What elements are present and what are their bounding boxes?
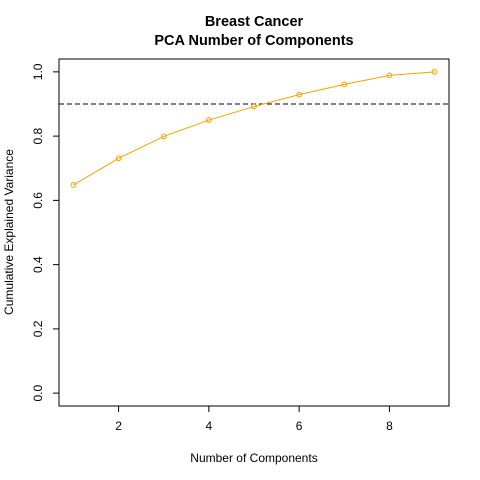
data-point (205, 117, 212, 123)
plot-frame (58, 58, 450, 407)
data-point (70, 182, 77, 188)
series-points (70, 68, 438, 188)
x-tick-label: 2 (115, 419, 122, 433)
y-tick-label: 0.6 (31, 192, 45, 209)
y-tick-label: 0.2 (31, 320, 45, 337)
y-tick-label: 0.4 (31, 256, 45, 273)
chart-title-line2: PCA Number of Components (154, 33, 353, 49)
x-axis: 2 4 6 8 (115, 406, 393, 433)
y-axis: 0.0 0.2 0.4 0.6 0.8 1.0 (31, 63, 59, 401)
series-line (73, 71, 435, 186)
data-point (251, 103, 257, 110)
data-point (160, 133, 167, 140)
x-tick-label: 8 (386, 419, 393, 433)
data-point (386, 72, 393, 79)
x-tick-label: 6 (296, 419, 303, 433)
x-tick-label: 4 (206, 419, 213, 433)
data-point (431, 68, 438, 75)
chart-title-line1: Breast Cancer (205, 14, 304, 30)
y-axis-label: Cumulative Explained Variance (2, 149, 16, 315)
y-tick-label: 1.0 (31, 63, 45, 80)
data-point (115, 155, 122, 162)
data-point (341, 81, 348, 88)
data-point (296, 91, 303, 98)
y-tick-label: 0.0 (31, 384, 45, 401)
y-tick-label: 0.8 (31, 127, 45, 144)
x-axis-label: Number of Components (190, 451, 317, 465)
